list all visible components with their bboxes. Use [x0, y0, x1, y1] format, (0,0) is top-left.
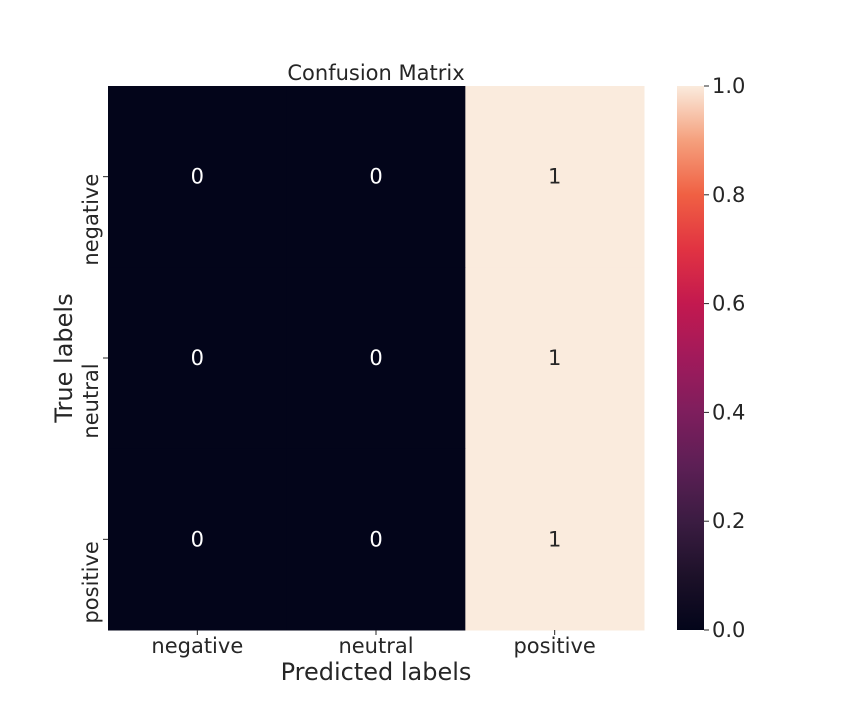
x-axis-label: Predicted labels — [281, 658, 472, 686]
x-tick-labels: negative neutral positive — [151, 630, 596, 658]
heatmap-cell-neutral-negative — [108, 267, 288, 450]
cell-annotation: 0 — [191, 346, 204, 370]
colorbar-tick-label: 0.2 — [712, 509, 745, 533]
heatmap-cell-negative-neutral — [286, 86, 466, 268]
chart-title: Confusion Matrix — [287, 61, 464, 85]
y-tick-label: negative — [79, 174, 103, 266]
colorbar-tick-label: 0.6 — [712, 292, 745, 316]
heatmap-cell-neutral-positive — [465, 267, 645, 450]
colorbar-ticks: 0.0 0.2 0.4 0.6 0.8 1.0 — [704, 74, 745, 642]
cell-annotation: 0 — [191, 165, 204, 189]
y-tick-label: positive — [79, 541, 103, 623]
colorbar-tick-label: 0.0 — [712, 618, 745, 642]
cell-annotation: 0 — [191, 527, 204, 551]
colorbar — [677, 86, 704, 630]
cell-annotation: 1 — [548, 346, 561, 370]
heatmap-cell-negative-negative — [108, 86, 288, 268]
cell-annotation: 1 — [548, 165, 561, 189]
x-tick-label: negative — [151, 634, 243, 658]
cell-annotation: 0 — [369, 527, 382, 551]
heatmap-cell-positive-positive — [465, 448, 645, 631]
y-tick-label: neutral — [79, 363, 103, 438]
y-tick-labels: negative neutral positive — [79, 174, 108, 624]
x-tick-label: positive — [513, 634, 595, 658]
x-tick-label: neutral — [338, 634, 413, 658]
colorbar-tick-label: 1.0 — [712, 74, 745, 98]
heatmap-cell-negative-positive — [465, 86, 645, 268]
colorbar-tick-label: 0.4 — [712, 400, 745, 424]
cell-annotation: 0 — [369, 346, 382, 370]
cell-annotation: 0 — [369, 165, 382, 189]
heatmap-cells — [108, 86, 645, 631]
heatmap-cell-positive-negative — [108, 448, 288, 631]
y-axis-label: True labels — [50, 293, 78, 423]
heatmap-cell-neutral-neutral — [286, 267, 466, 450]
cell-annotations: 0 0 1 0 0 1 0 0 1 — [191, 165, 562, 552]
heatmap-cell-positive-neutral — [286, 448, 466, 631]
colorbar-tick-label: 0.8 — [712, 183, 745, 207]
cell-annotation: 1 — [548, 527, 561, 551]
